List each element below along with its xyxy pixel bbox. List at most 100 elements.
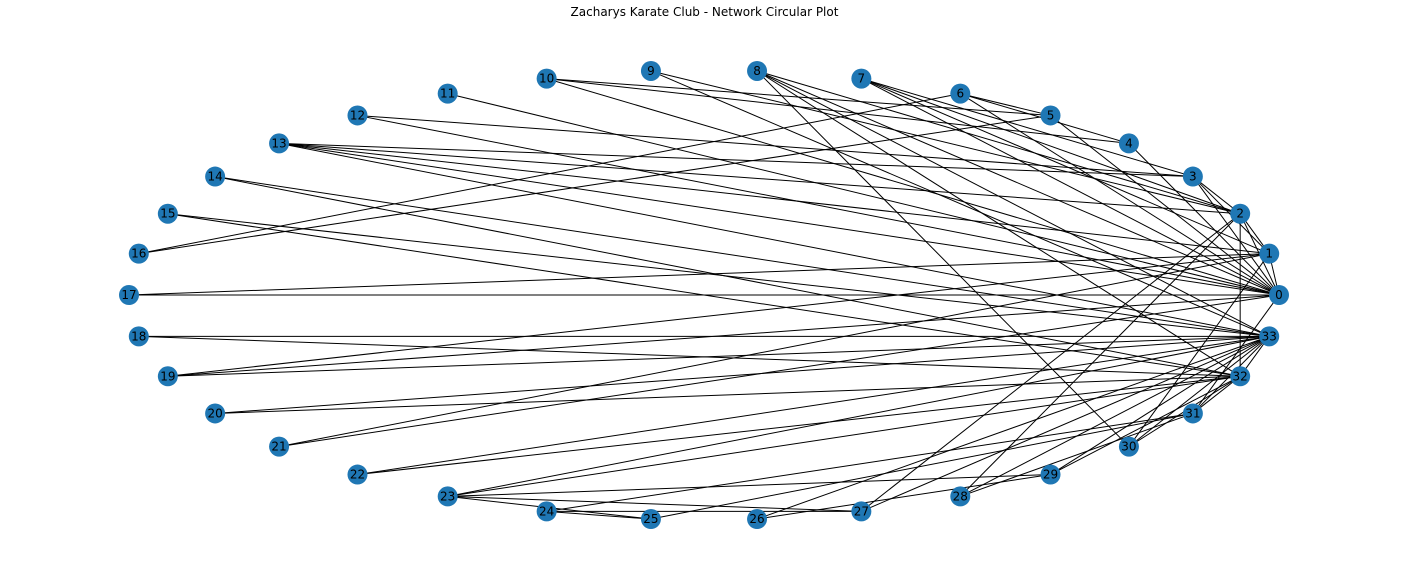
node-label-22: 22 (350, 468, 365, 482)
edge-26-33 (756, 335, 1270, 520)
node-28 (950, 486, 971, 507)
node-label-1: 1 (1265, 247, 1273, 261)
node-17 (119, 285, 139, 305)
node-18 (128, 326, 149, 347)
node-26 (747, 509, 768, 530)
node-19 (157, 366, 178, 387)
node-16 (128, 243, 149, 264)
node-label-6: 6 (956, 87, 964, 101)
edge-25-31 (650, 412, 1193, 520)
edge-31-32 (1192, 375, 1241, 414)
edge-15-32 (167, 213, 1241, 377)
node-22 (347, 464, 368, 485)
edge-1-19 (167, 253, 1270, 377)
node-label-32: 32 (1233, 369, 1248, 383)
edge-2-9 (650, 70, 1241, 215)
node-label-26: 26 (749, 512, 764, 526)
edge-0-21 (278, 294, 1280, 448)
nodes-layer: 0123456789101112131415161718192021222324… (119, 60, 1289, 530)
node-27 (851, 501, 872, 522)
edge-3-13 (279, 142, 1193, 178)
edge-24-31 (546, 412, 1193, 512)
node-label-12: 12 (350, 108, 365, 122)
node-2 (1230, 203, 1251, 224)
edge-20-32 (215, 375, 1241, 414)
edge-1-17 (128, 253, 1270, 296)
node-label-31: 31 (1185, 406, 1200, 420)
edge-22-33 (357, 335, 1270, 476)
node-8 (747, 60, 768, 81)
edge-20-33 (215, 335, 1270, 414)
edge-5-16 (138, 114, 1051, 255)
edge-28-33 (960, 335, 1270, 497)
node-label-8: 8 (753, 64, 761, 78)
node-25 (640, 509, 661, 530)
node-label-17: 17 (121, 288, 136, 302)
edge-0-12 (357, 114, 1280, 296)
edge-0-10 (546, 78, 1280, 296)
node-12 (347, 105, 368, 126)
edge-1-7 (861, 78, 1270, 255)
node-label-33: 33 (1262, 329, 1277, 343)
node-6 (950, 83, 971, 104)
edge-1-13 (279, 142, 1270, 255)
node-33 (1259, 326, 1280, 347)
node-29 (1040, 464, 1061, 485)
node-label-3: 3 (1189, 170, 1197, 184)
edge-23-27 (447, 495, 862, 512)
edge-13-33 (278, 142, 1270, 337)
edge-22-32 (357, 375, 1241, 476)
edge-14-33 (215, 176, 1270, 337)
edge-0-8 (756, 70, 1280, 296)
edge-2-8 (756, 70, 1241, 215)
edge-2-13 (279, 142, 1241, 215)
edge-8-32 (756, 70, 1241, 377)
node-13 (269, 133, 290, 154)
edge-3-7 (861, 78, 1194, 178)
edge-8-30 (756, 70, 1130, 447)
edge-27-33 (861, 335, 1270, 512)
edge-0-3 (1192, 176, 1280, 296)
edge-5-6 (960, 93, 1051, 116)
edge-29-33 (1050, 335, 1270, 475)
node-21 (269, 436, 290, 457)
node-label-2: 2 (1236, 207, 1244, 221)
node-label-18: 18 (131, 329, 146, 343)
node-20 (205, 403, 226, 424)
node-label-25: 25 (643, 512, 658, 526)
node-label-20: 20 (207, 406, 222, 420)
node-label-29: 29 (1043, 468, 1058, 482)
edge-0-7 (861, 78, 1280, 296)
edge-6-16 (138, 93, 961, 255)
node-0 (1269, 285, 1289, 305)
edge-15-33 (167, 213, 1270, 337)
edge-26-29 (756, 474, 1051, 520)
edge-8-33 (756, 70, 1270, 337)
node-7 (851, 68, 872, 89)
edge-19-33 (167, 335, 1270, 377)
node-label-21: 21 (271, 440, 286, 454)
node-label-14: 14 (207, 170, 222, 184)
edge-0-19 (167, 294, 1280, 377)
node-9 (640, 60, 661, 81)
node-24 (536, 501, 557, 522)
node-label-7: 7 (858, 72, 866, 86)
edge-30-33 (1128, 335, 1270, 447)
edge-2-27 (861, 213, 1241, 512)
node-label-11: 11 (440, 87, 455, 101)
edge-1-21 (278, 253, 1270, 448)
node-3 (1182, 166, 1203, 187)
edge-9-33 (650, 70, 1270, 337)
node-label-16: 16 (131, 247, 146, 261)
node-15 (157, 203, 178, 224)
node-label-15: 15 (160, 207, 175, 221)
node-label-4: 4 (1125, 136, 1133, 150)
edge-0-13 (278, 142, 1280, 296)
edge-23-32 (447, 375, 1241, 497)
node-label-13: 13 (271, 136, 286, 150)
node-4 (1118, 133, 1139, 154)
edge-29-32 (1050, 375, 1241, 475)
node-32 (1230, 366, 1251, 387)
node-label-28: 28 (953, 489, 968, 503)
